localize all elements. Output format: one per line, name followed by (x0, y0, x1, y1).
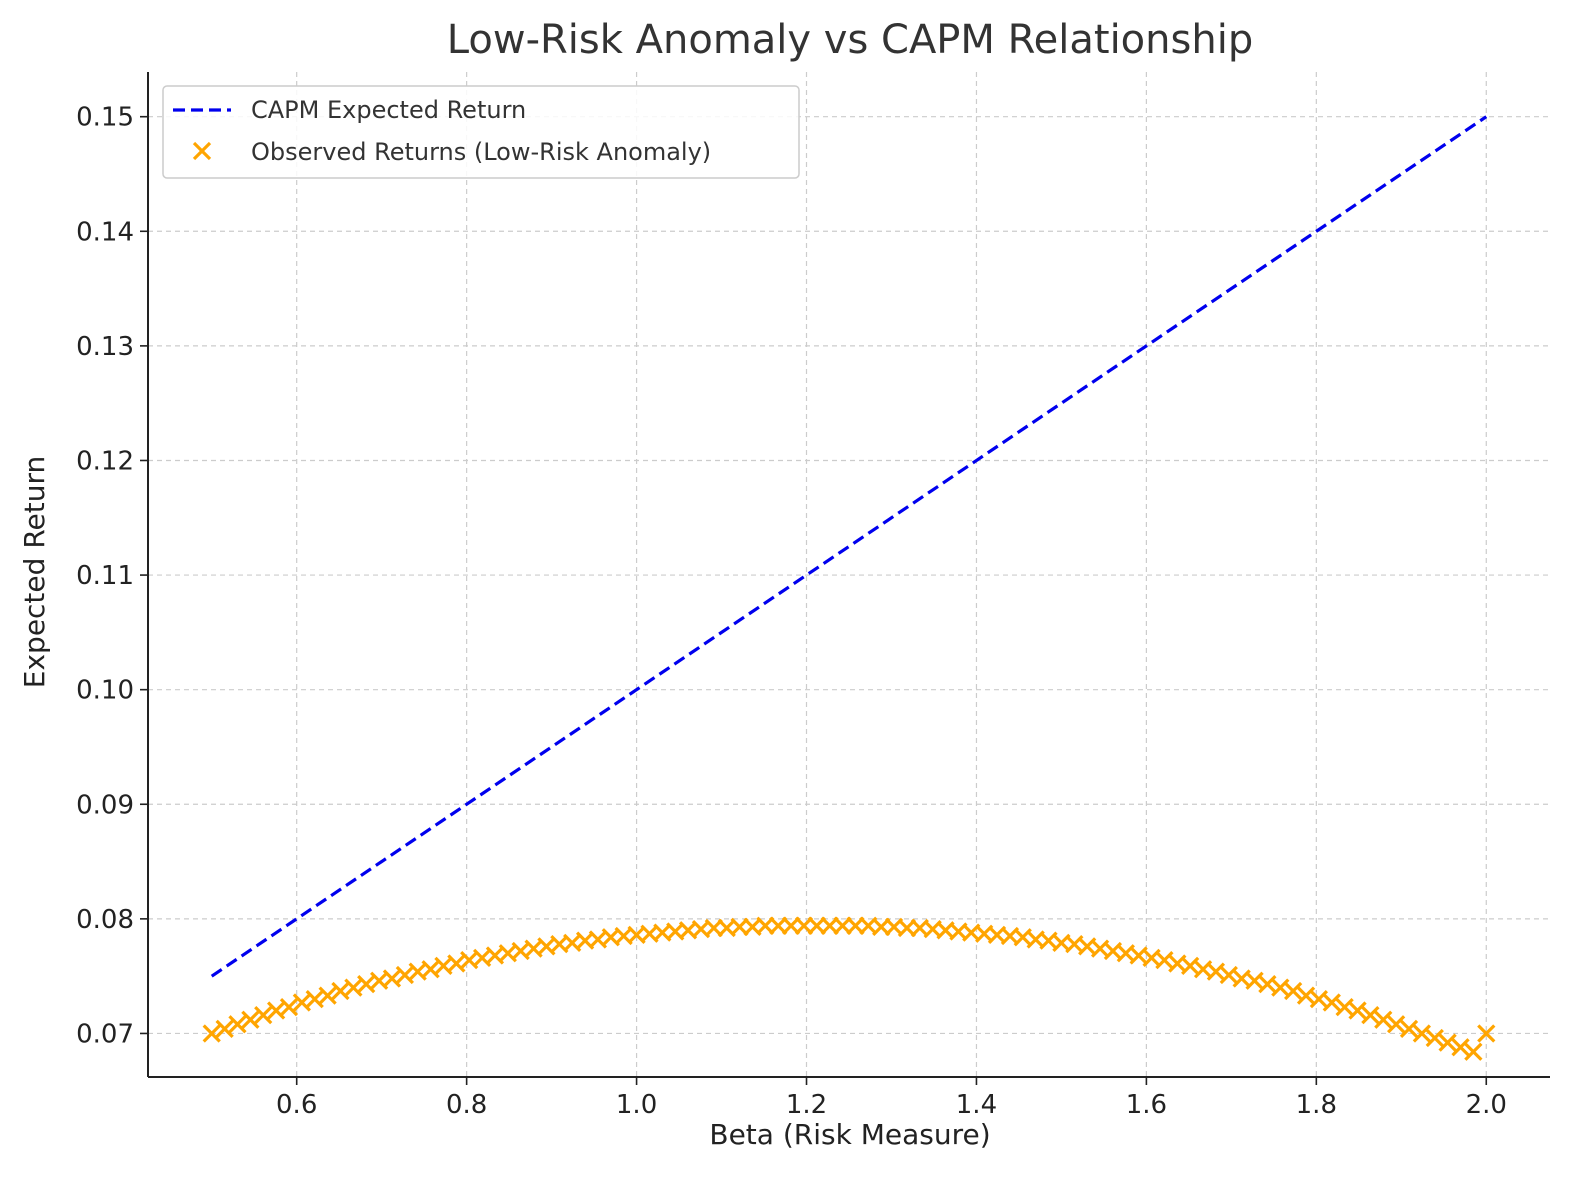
observed-point (1438, 1033, 1457, 1052)
observed-point (344, 978, 363, 997)
observed-point (292, 993, 312, 1012)
capm-line (210, 115, 1488, 978)
x-tick-label: 2.0 (1466, 1090, 1507, 1120)
y-axis-label: Expected Return (18, 456, 51, 688)
y-ticks: 0.07 0.08 0.09 0.10 0.11 0.12 0.13 0.14 0.15 (76, 103, 148, 1049)
capm-series (210, 115, 1488, 978)
observed-point (215, 1019, 234, 1039)
observed-point (1399, 1019, 1419, 1039)
grid (148, 72, 1550, 1077)
chart-title: Low-Risk Anomaly vs CAPM Relationship (447, 17, 1253, 63)
observed-point (447, 954, 466, 973)
x-ticks: 0.6 0.8 1.0 1.2 1.4 1.6 1.8 2.0 (276, 1077, 1507, 1120)
observed-point (1245, 971, 1264, 990)
observed-point (1386, 1015, 1406, 1034)
observed-point (228, 1015, 247, 1034)
y-tick-label: 0.07 (76, 1019, 134, 1049)
observed-point (1361, 1005, 1380, 1025)
legend: CAPM Expected Return Observed Returns (L… (162, 85, 800, 179)
observed-point (1271, 978, 1290, 997)
x-tick-label: 1.8 (1296, 1090, 1337, 1120)
observed-point (1451, 1038, 1470, 1057)
observed-point (1296, 986, 1316, 1005)
observed-point (1322, 993, 1341, 1012)
legend-observed-swatch (192, 141, 212, 161)
x-tick-label: 1.6 (1126, 1090, 1167, 1120)
y-tick-label: 0.14 (76, 217, 134, 247)
x-tick-label: 1.2 (786, 1090, 827, 1120)
legend-observed-label: Observed Returns (Low-Risk Anomaly) (251, 138, 711, 166)
observed-point (331, 981, 350, 1001)
y-tick-label: 0.10 (76, 676, 134, 706)
observed-point (1284, 981, 1303, 1001)
y-tick-label: 0.15 (76, 103, 134, 133)
x-tick-label: 0.8 (446, 1090, 487, 1120)
observed-point (1258, 975, 1277, 994)
observed-point (357, 975, 376, 994)
observed-point (1348, 1001, 1367, 1020)
x-tick-label: 1.4 (956, 1090, 997, 1120)
observed-point (305, 989, 324, 1009)
y-tick-label: 0.12 (76, 446, 134, 476)
observed-point (1155, 950, 1174, 970)
observed-point (267, 1001, 286, 1020)
observed-point (1309, 989, 1329, 1009)
y-tick-label: 0.13 (76, 332, 134, 362)
observed-point (1425, 1028, 1444, 1048)
observed-series (202, 916, 1496, 1061)
observed-point (1464, 1042, 1483, 1061)
observed-point (1477, 1024, 1496, 1043)
observed-point (279, 997, 299, 1017)
y-tick-label: 0.11 (76, 561, 134, 591)
legend-capm-label: CAPM Expected Return (251, 96, 526, 124)
observed-point (1374, 1010, 1393, 1029)
observed-point (1219, 965, 1238, 985)
observed-point (1206, 962, 1226, 981)
x-tick-label: 1.0 (616, 1090, 657, 1120)
observed-point (1335, 997, 1354, 1017)
x-axis-label: Beta (Risk Measure) (709, 1118, 990, 1151)
legend-frame (162, 85, 800, 179)
observed-point (382, 969, 402, 988)
observed-point (202, 1024, 221, 1043)
observed-point (421, 960, 440, 979)
observed-point (318, 986, 337, 1005)
x-tick-label: 0.6 (276, 1090, 317, 1120)
observed-point (1412, 1024, 1431, 1043)
y-tick-label: 0.08 (76, 905, 134, 935)
observed-point (395, 965, 414, 985)
observed-point (254, 1005, 273, 1025)
observed-point (241, 1010, 260, 1029)
observed-point (1181, 956, 1200, 975)
y-tick-label: 0.09 (76, 790, 134, 820)
